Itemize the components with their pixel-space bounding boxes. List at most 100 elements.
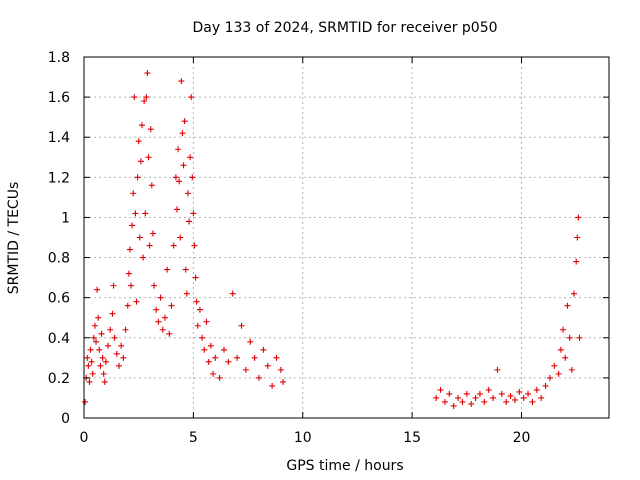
data-point <box>179 130 186 137</box>
data-point <box>573 258 580 265</box>
data-point <box>433 394 440 401</box>
data-point <box>90 334 97 341</box>
data-point <box>149 230 156 237</box>
data-point <box>166 330 173 337</box>
data-point <box>157 294 164 301</box>
data-point <box>170 242 177 249</box>
data-point <box>177 234 184 241</box>
data-point <box>229 290 236 297</box>
data-point <box>571 290 577 297</box>
data-points-layer <box>82 70 583 409</box>
data-point <box>437 386 444 393</box>
data-point <box>93 338 100 345</box>
data-point <box>450 402 457 409</box>
x-tick-label: 15 <box>403 430 421 446</box>
data-point <box>562 354 569 361</box>
data-point <box>212 354 219 361</box>
data-point <box>560 326 567 333</box>
data-point <box>161 314 168 321</box>
data-point <box>110 282 117 289</box>
data-point <box>546 374 553 381</box>
data-point <box>459 398 466 405</box>
data-point <box>193 298 200 305</box>
data-point <box>107 326 114 333</box>
data-point <box>176 178 183 185</box>
data-point <box>181 118 188 125</box>
data-point <box>280 378 287 385</box>
data-point <box>118 342 125 349</box>
data-point <box>203 318 210 325</box>
data-point <box>184 190 191 197</box>
data-point <box>142 210 149 217</box>
y-tick-label: 1.6 <box>48 90 70 106</box>
x-tick-label: 5 <box>189 430 198 446</box>
data-point <box>148 182 155 189</box>
data-point <box>481 398 488 405</box>
data-point <box>84 354 91 361</box>
data-point <box>105 342 112 349</box>
y-tick-label: 0 <box>61 411 70 427</box>
x-tick-label: 20 <box>513 430 531 446</box>
data-point <box>463 390 470 397</box>
data-point <box>145 154 152 161</box>
data-point <box>264 362 271 369</box>
data-point <box>172 174 179 181</box>
data-point <box>182 266 189 273</box>
data-point <box>180 162 187 169</box>
data-point <box>210 370 217 377</box>
data-point <box>86 378 93 385</box>
data-point <box>137 158 144 165</box>
data-point <box>95 314 102 321</box>
tick-marks <box>83 56 609 419</box>
data-point <box>126 246 133 253</box>
data-point <box>143 94 150 101</box>
data-point <box>186 218 192 225</box>
data-point <box>188 94 195 101</box>
data-point <box>128 282 135 289</box>
data-point <box>130 190 137 197</box>
data-point <box>189 174 196 181</box>
y-tick-label: 0.8 <box>48 251 70 267</box>
x-tick-labels: 0 5 10 15 20 <box>80 430 531 446</box>
data-point <box>183 290 190 297</box>
data-point <box>196 306 203 313</box>
data-point <box>242 366 249 373</box>
data-point <box>191 242 198 249</box>
data-point <box>87 346 94 353</box>
data-point <box>551 362 558 369</box>
data-point <box>102 358 109 365</box>
data-point <box>225 358 232 365</box>
data-point <box>113 350 120 357</box>
data-point <box>96 346 103 353</box>
data-point <box>100 370 107 377</box>
data-point <box>164 266 171 273</box>
data-point <box>533 386 540 393</box>
x-tick-label: 10 <box>294 430 312 446</box>
y-tick-label: 1 <box>61 210 70 226</box>
data-point <box>135 138 142 145</box>
data-point <box>140 254 147 261</box>
data-point <box>574 234 581 241</box>
data-point <box>132 210 139 217</box>
data-point <box>472 394 479 401</box>
y-tick-label: 0.6 <box>48 291 70 307</box>
data-point <box>122 326 129 333</box>
data-point <box>138 122 145 129</box>
data-point <box>116 362 122 369</box>
data-point <box>503 398 510 405</box>
data-point <box>221 346 227 353</box>
data-point <box>151 282 157 289</box>
data-point <box>476 390 483 397</box>
data-point <box>494 366 501 373</box>
y-tick-label: 0.4 <box>48 331 70 347</box>
data-point <box>101 378 108 385</box>
data-point <box>455 394 462 401</box>
data-point <box>260 346 267 353</box>
data-point <box>507 392 514 399</box>
data-point <box>564 302 571 309</box>
data-point <box>201 346 208 353</box>
data-point <box>187 154 194 161</box>
data-point <box>516 388 523 395</box>
data-point <box>85 362 92 369</box>
data-point <box>238 322 245 329</box>
